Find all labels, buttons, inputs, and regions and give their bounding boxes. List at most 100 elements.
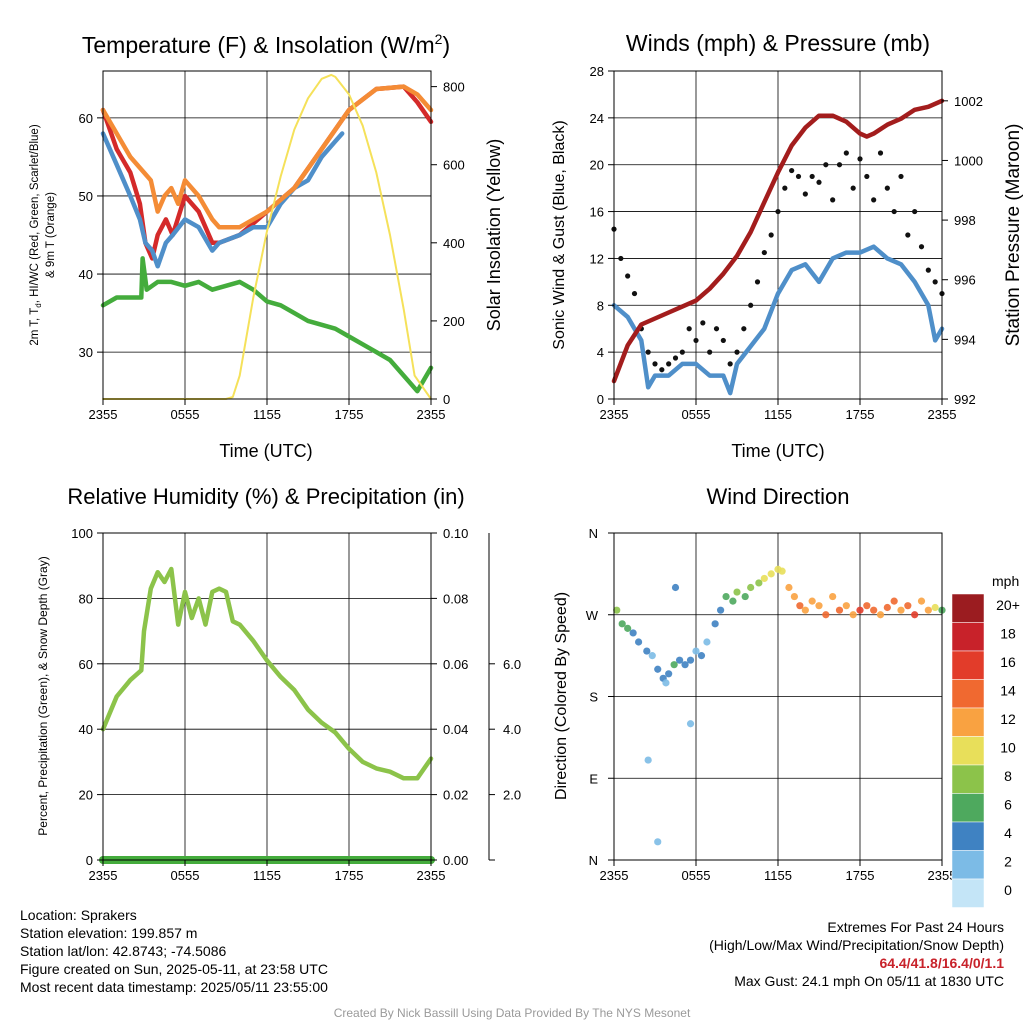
elevation-text: Station elevation: 199.857 m bbox=[20, 925, 198, 941]
gust-point bbox=[679, 349, 685, 355]
gust-point bbox=[741, 326, 747, 332]
gust-point bbox=[918, 244, 925, 250]
direction-point bbox=[917, 597, 926, 605]
colorbar-label: 12 bbox=[1000, 711, 1016, 727]
winds-ytick-right-label: 996 bbox=[954, 273, 976, 288]
direction-point bbox=[662, 679, 670, 687]
direction-point bbox=[801, 606, 809, 614]
humidity-ytick-label: 40 bbox=[79, 722, 93, 737]
colorbar-swatch bbox=[951, 736, 985, 766]
direction-series bbox=[613, 565, 946, 846]
colorbar-label: 18 bbox=[1000, 626, 1016, 642]
gust-point bbox=[754, 279, 761, 285]
winds-xtick-label: 2355 bbox=[928, 407, 957, 422]
gust-point bbox=[782, 185, 788, 191]
direction-point bbox=[717, 606, 725, 614]
direction-point bbox=[808, 597, 816, 605]
gust-point bbox=[748, 302, 754, 308]
direction-point bbox=[747, 583, 755, 592]
gust-point bbox=[871, 197, 877, 203]
direction-point bbox=[733, 588, 741, 596]
winds-ytick-right-label: 998 bbox=[954, 213, 976, 228]
winds-xtick-label: 0555 bbox=[682, 407, 711, 422]
humidity-panel: Relative Humidity (%) & Precipitation (i… bbox=[36, 484, 521, 883]
gust-point bbox=[693, 337, 699, 344]
winds-xtick-label: 1755 bbox=[846, 407, 875, 422]
direction-xtick-label: 0555 bbox=[682, 868, 711, 883]
gust-point bbox=[809, 173, 815, 180]
colorbar-label: 2 bbox=[1004, 854, 1012, 870]
winds-ylabel: Sonic Wind & Gust (Blue, Black) bbox=[551, 120, 568, 349]
direction-point bbox=[835, 606, 844, 614]
direction-ytick-label: N bbox=[589, 526, 598, 541]
extremes-values: 64.4/41.8/16.4/0/1.1 bbox=[879, 955, 1004, 971]
direction-point bbox=[829, 592, 837, 601]
temperature-xtick-label: 0555 bbox=[171, 407, 200, 422]
temperature-line-td bbox=[100, 256, 434, 394]
direction-ytick-label: S bbox=[589, 690, 598, 705]
gust-point bbox=[775, 208, 781, 215]
humidity-ytick-right-label: 0.06 bbox=[443, 657, 468, 672]
direction-point bbox=[703, 638, 711, 646]
direction-point bbox=[904, 602, 912, 610]
extremes-subtitle: (High/Low/Max Wind/Precipitation/Snow De… bbox=[709, 937, 1004, 953]
gust-point bbox=[864, 173, 870, 180]
gust-point bbox=[666, 361, 672, 367]
temperature-line-9m-t bbox=[100, 84, 434, 230]
direction-point bbox=[613, 606, 621, 614]
winds-series bbox=[611, 98, 945, 396]
winds-panel: Winds (mph) & Pressure (mb) 2355 0555 1155… bbox=[551, 30, 1024, 461]
extremes-title: Extremes For Past 24 Hours bbox=[827, 919, 1004, 935]
winds-ytick-right-label: 994 bbox=[954, 332, 976, 347]
direction-panel: Wind Direction 2355 0555 1155 1755 2355NESWN… bbox=[553, 484, 956, 883]
direction-point bbox=[849, 611, 857, 619]
temperature-ytick-label: 30 bbox=[79, 345, 93, 360]
gust-point bbox=[761, 249, 767, 256]
gust-point bbox=[707, 349, 713, 355]
direction-point bbox=[741, 592, 749, 601]
temperature-ytick-label: 60 bbox=[79, 111, 93, 126]
humidity-ylabel: Percent, Precipitation (Green), & Snow D… bbox=[36, 556, 50, 835]
gust-point bbox=[932, 279, 938, 285]
direction-xtick-label: 1155 bbox=[764, 868, 792, 883]
winds-ytick-label: 20 bbox=[590, 158, 604, 173]
direction-point bbox=[665, 670, 673, 678]
gust-point bbox=[625, 273, 631, 279]
humidity-ytick-right-label: 0.08 bbox=[443, 591, 468, 606]
humidity-title: Relative Humidity (%) & Precipitation (i… bbox=[67, 484, 464, 509]
gust-point bbox=[925, 267, 931, 273]
temperature-xtick-label: 2355 bbox=[417, 407, 446, 422]
winds-ytick-label: 0 bbox=[597, 392, 604, 407]
colorbar-swatch bbox=[951, 622, 985, 652]
gust-point bbox=[857, 156, 863, 162]
direction-point bbox=[890, 597, 898, 605]
direction-point bbox=[856, 606, 864, 614]
winds-ylabel-right: Station Pressure (Maroon) bbox=[1003, 124, 1024, 347]
colorbar-label: 6 bbox=[1004, 797, 1012, 813]
winds-xtick-label: 2355 bbox=[600, 407, 629, 422]
direction-point bbox=[635, 638, 643, 646]
winds-line-station-pressure bbox=[611, 98, 945, 384]
gust-point bbox=[905, 232, 911, 238]
gust-point bbox=[795, 173, 802, 180]
winds-ytick-right-label: 1000 bbox=[954, 153, 983, 168]
gust-point bbox=[891, 208, 897, 215]
humidity-ytick-label: 20 bbox=[79, 788, 93, 803]
winds-ytick-label: 28 bbox=[590, 64, 604, 79]
colorbar-swatch bbox=[951, 821, 985, 851]
direction-point bbox=[883, 603, 891, 612]
snow-tick-label: 2.0 bbox=[503, 788, 521, 803]
winds-ytick-right-label: 1002 bbox=[954, 94, 983, 109]
direction-point bbox=[870, 606, 878, 614]
direction-point bbox=[648, 652, 656, 660]
speed-colorbar: mph 20+ 18 16 14 12 10 8 6 4 2 0 bbox=[951, 573, 1020, 908]
humidity-ticks: 2355 0555 1155 1755 23550204060801000.000.02… bbox=[71, 526, 521, 883]
humidity-grid bbox=[103, 533, 431, 860]
direction-point bbox=[931, 603, 939, 612]
temperature-xtick-label: 1155 bbox=[253, 407, 281, 422]
direction-ytick-label: E bbox=[589, 771, 598, 786]
direction-xtick-label: 2355 bbox=[600, 868, 629, 883]
colorbar-label: 16 bbox=[1000, 654, 1016, 670]
temperature-ytick-label: 40 bbox=[79, 267, 93, 282]
